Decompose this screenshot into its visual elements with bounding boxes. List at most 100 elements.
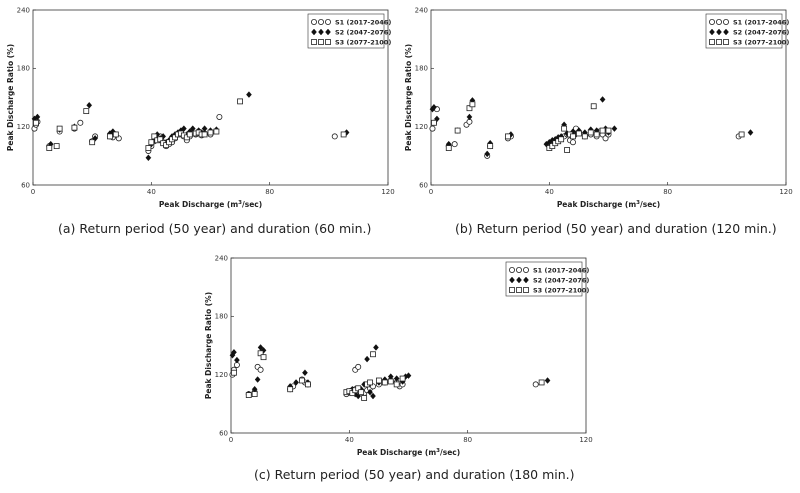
data-point — [393, 381, 400, 388]
y-tick-label: 180 — [17, 65, 30, 73]
legend-marker — [318, 39, 324, 45]
data-point — [71, 124, 78, 131]
data-point — [544, 377, 551, 384]
x-tick-label: 0 — [429, 188, 433, 196]
series-2-group — [229, 344, 551, 400]
chart-svg-a: 60 120 180 240 0 40 80 120 Peak Discharge (m3/se… — [6, 6, 395, 209]
x-axis-title: Peak Discharge (m3/sec) — [557, 200, 660, 209]
legend-marker — [709, 39, 715, 45]
legend-label: S3 (2077-2100) — [335, 38, 391, 46]
legend-label: S1 (2017-2046) — [733, 18, 789, 26]
data-point — [466, 105, 473, 112]
caption-a: (a) Return period (50 year) and duration… — [58, 221, 371, 236]
data-point — [299, 377, 305, 384]
data-point — [163, 142, 170, 149]
x-tick-label: 40 — [147, 188, 156, 196]
data-point — [431, 103, 437, 111]
plot-frame — [32, 9, 389, 186]
data-point — [183, 134, 190, 141]
data-point — [151, 133, 158, 140]
caption-b-text: (b) Return period (50 year) and duration… — [455, 221, 777, 236]
data-point — [305, 381, 311, 388]
x-tick-label: 80 — [463, 436, 472, 444]
y-tick-label: 120 — [415, 123, 428, 131]
y-axis-title: Peak Discharge Ratio (%) — [6, 44, 15, 151]
chart-svg-b: 60 120 180 240 0 40 80 120 Peak Discharge (m3/se… — [404, 6, 793, 209]
legend-label: S2 (2047-2076) — [335, 28, 391, 36]
data-point — [107, 133, 113, 140]
data-point — [231, 369, 237, 376]
y-tick-label: 120 — [215, 371, 228, 379]
legend-marker — [516, 276, 522, 284]
data-point — [570, 133, 576, 140]
data-point — [89, 139, 96, 146]
legend-marker — [716, 39, 722, 45]
x-tick-label: 0 — [229, 436, 233, 444]
data-point — [92, 135, 98, 142]
series-3-group — [431, 101, 745, 153]
legend-label: S1 (2017-2046) — [533, 266, 589, 274]
legend-marker — [515, 266, 522, 273]
legend-marker — [708, 18, 715, 25]
y-tick-label: 60 — [219, 429, 228, 437]
data-point — [207, 129, 214, 136]
data-point — [587, 129, 594, 136]
y-tick-label: 240 — [17, 6, 30, 14]
data-point — [747, 129, 754, 136]
x-tick-label: 120 — [779, 188, 792, 196]
legend-marker — [508, 266, 515, 273]
series-2-group — [31, 91, 350, 162]
series-3-group — [33, 98, 347, 151]
legend-marker — [509, 276, 515, 284]
data-point — [257, 350, 264, 357]
data-point — [201, 131, 208, 138]
data-point — [373, 344, 379, 351]
data-point — [505, 133, 511, 140]
data-point — [157, 136, 164, 143]
data-point — [77, 119, 84, 126]
chart-panel-a: 60 120 180 240 0 40 80 120 Peak Discharge (m3/se… — [5, 5, 395, 245]
chart-panel-b: 60 120 180 240 0 40 80 120 Peak Discharge (m3/se… — [403, 5, 793, 245]
data-point — [532, 381, 539, 388]
y-tick-label: 240 — [415, 6, 428, 14]
data-point — [364, 355, 370, 363]
x-tick-label: 80 — [265, 188, 274, 196]
data-point — [367, 379, 373, 386]
data-point — [370, 351, 376, 358]
data-point — [387, 378, 394, 385]
data-point — [381, 379, 388, 386]
data-point — [738, 131, 745, 138]
data-point — [331, 133, 338, 140]
chart-svg-c: 60 120 180 240 0 40 80 120 Peak Discharge (m3/se… — [204, 254, 593, 457]
legend-marker — [522, 266, 529, 273]
data-point — [376, 377, 382, 384]
data-point — [287, 386, 294, 393]
data-point — [431, 119, 437, 126]
data-point — [454, 127, 461, 134]
data-point — [234, 356, 240, 364]
data-point — [358, 389, 365, 396]
legend-marker — [311, 28, 317, 36]
x-tick-label: 80 — [663, 188, 672, 196]
caption-b: (b) Return period (50 year) and duration… — [455, 221, 777, 236]
legend-marker — [310, 18, 317, 25]
legend-marker — [715, 18, 722, 25]
data-point — [611, 125, 618, 132]
x-axis-title: Peak Discharge (m3/sec) — [357, 448, 460, 457]
data-point — [110, 128, 116, 135]
legend-marker — [523, 287, 529, 293]
data-point — [361, 395, 368, 401]
x-tick-label: 120 — [381, 188, 394, 196]
data-point — [53, 143, 60, 150]
data-point — [590, 103, 597, 110]
data-point — [56, 125, 63, 132]
x-axis-title: Peak Discharge (m3/sec) — [159, 200, 262, 209]
data-point — [231, 349, 237, 356]
data-point — [549, 143, 556, 150]
legend-label: S2 (2047-2076) — [533, 276, 589, 284]
data-point — [399, 375, 406, 382]
caption-c-text: (c) Return period (50 year) and duration… — [254, 467, 575, 482]
data-point — [186, 131, 193, 138]
legend-marker — [325, 39, 331, 45]
y-tick-label: 60 — [21, 181, 30, 189]
